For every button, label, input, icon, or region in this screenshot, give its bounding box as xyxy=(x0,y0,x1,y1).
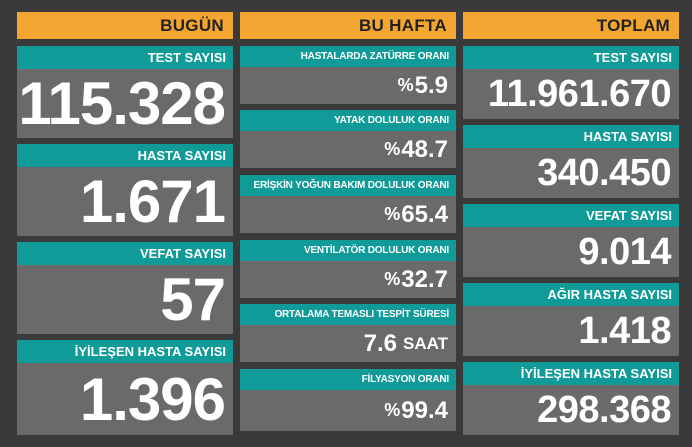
total-deaths-value: 9.014 xyxy=(463,227,679,277)
today-test-value: 115.328 xyxy=(17,69,233,138)
today-recovered-value: 1.396 xyxy=(17,363,233,435)
today-column: BUGÜN TEST SAYISI 115.328 HASTA SAYISI 1… xyxy=(17,12,233,435)
percent-sign: % xyxy=(384,400,401,420)
week-icu-card: ERİŞKİN YOĞUN BAKIM DOLULUK ORANI % 65.4 xyxy=(240,175,456,233)
total-test-card: TEST SAYISI 11.961.670 xyxy=(463,46,679,119)
today-cases-label: HASTA SAYISI xyxy=(17,144,233,167)
week-bed-card: YATAK DOLULUK ORANI % 48.7 xyxy=(240,110,456,168)
week-bed-value: % 48.7 xyxy=(240,131,456,168)
today-cases-value: 1.671 xyxy=(17,167,233,236)
total-header: TOPLAM xyxy=(463,12,679,39)
today-deaths-label: VEFAT SAYISI xyxy=(17,242,233,265)
week-ventilator-number: 32.7 xyxy=(401,265,448,293)
total-test-label: TEST SAYISI xyxy=(463,46,679,69)
total-cases-label: HASTA SAYISI xyxy=(463,125,679,148)
total-recovered-value: 298.368 xyxy=(463,385,679,435)
today-deaths-card: VEFAT SAYISI 57 xyxy=(17,242,233,334)
week-header: BU HAFTA xyxy=(240,12,456,39)
total-deaths-label: VEFAT SAYISI xyxy=(463,204,679,227)
total-recovered-card: İYİLEŞEN HASTA SAYISI 298.368 xyxy=(463,362,679,435)
week-pneumonia-value: % 5.9 xyxy=(240,67,456,104)
week-pneumonia-label: HASTALARDA ZATÜRRE ORANI xyxy=(240,46,456,67)
week-ventilator-label: VENTİLATÖR DOLULUK ORANI xyxy=(240,240,456,261)
week-filiation-number: 99.4 xyxy=(401,396,448,424)
today-recovered-card: İYİLEŞEN HASTA SAYISI 1.396 xyxy=(17,340,233,435)
total-column: TOPLAM TEST SAYISI 11.961.670 HASTA SAYI… xyxy=(463,12,679,435)
total-recovered-label: İYİLEŞEN HASTA SAYISI xyxy=(463,362,679,385)
today-cases-card: HASTA SAYISI 1.671 xyxy=(17,144,233,236)
week-icu-number: 65.4 xyxy=(401,200,448,228)
week-bed-number: 48.7 xyxy=(401,135,448,163)
week-icu-label: ERİŞKİN YOĞUN BAKIM DOLULUK ORANI xyxy=(240,175,456,196)
today-test-label: TEST SAYISI xyxy=(17,46,233,69)
week-pneumonia-card: HASTALARDA ZATÜRRE ORANI % 5.9 xyxy=(240,46,456,104)
week-pneumonia-number: 5.9 xyxy=(414,71,448,99)
week-ventilator-card: VENTİLATÖR DOLULUK ORANI % 32.7 xyxy=(240,240,456,298)
percent-sign: % xyxy=(397,75,414,95)
week-contact-value: 7.6 SAAT xyxy=(240,325,456,362)
week-contact-number: 7.6 xyxy=(363,329,397,357)
percent-sign: % xyxy=(384,139,401,159)
week-filiation-value: % 99.4 xyxy=(240,390,456,431)
week-bed-label: YATAK DOLULUK ORANI xyxy=(240,110,456,131)
week-filiation-card: FİLYASYON ORANI % 99.4 xyxy=(240,369,456,431)
week-contact-unit: SAAT xyxy=(402,333,448,353)
week-icu-value: % 65.4 xyxy=(240,196,456,233)
total-cases-card: HASTA SAYISI 340.450 xyxy=(463,125,679,198)
total-severe-card: AĞIR HASTA SAYISI 1.418 xyxy=(463,283,679,356)
today-header: BUGÜN xyxy=(17,12,233,39)
today-recovered-label: İYİLEŞEN HASTA SAYISI xyxy=(17,340,233,363)
week-ventilator-value: % 32.7 xyxy=(240,261,456,298)
week-column: BU HAFTA HASTALARDA ZATÜRRE ORANI % 5.9 Y… xyxy=(240,12,456,431)
percent-sign: % xyxy=(384,204,401,224)
total-deaths-card: VEFAT SAYISI 9.014 xyxy=(463,204,679,277)
total-severe-value: 1.418 xyxy=(463,306,679,356)
week-contact-label: ORTALAMA TEMASLI TESPİT SÜRESİ xyxy=(240,304,456,325)
today-test-card: TEST SAYISI 115.328 xyxy=(17,46,233,138)
week-contact-card: ORTALAMA TEMASLI TESPİT SÜRESİ 7.6 SAAT xyxy=(240,304,456,362)
percent-sign: % xyxy=(384,269,401,289)
today-deaths-value: 57 xyxy=(17,265,233,334)
total-cases-value: 340.450 xyxy=(463,148,679,198)
total-test-value: 11.961.670 xyxy=(463,69,679,119)
week-filiation-label: FİLYASYON ORANI xyxy=(240,369,456,390)
total-severe-label: AĞIR HASTA SAYISI xyxy=(463,283,679,306)
